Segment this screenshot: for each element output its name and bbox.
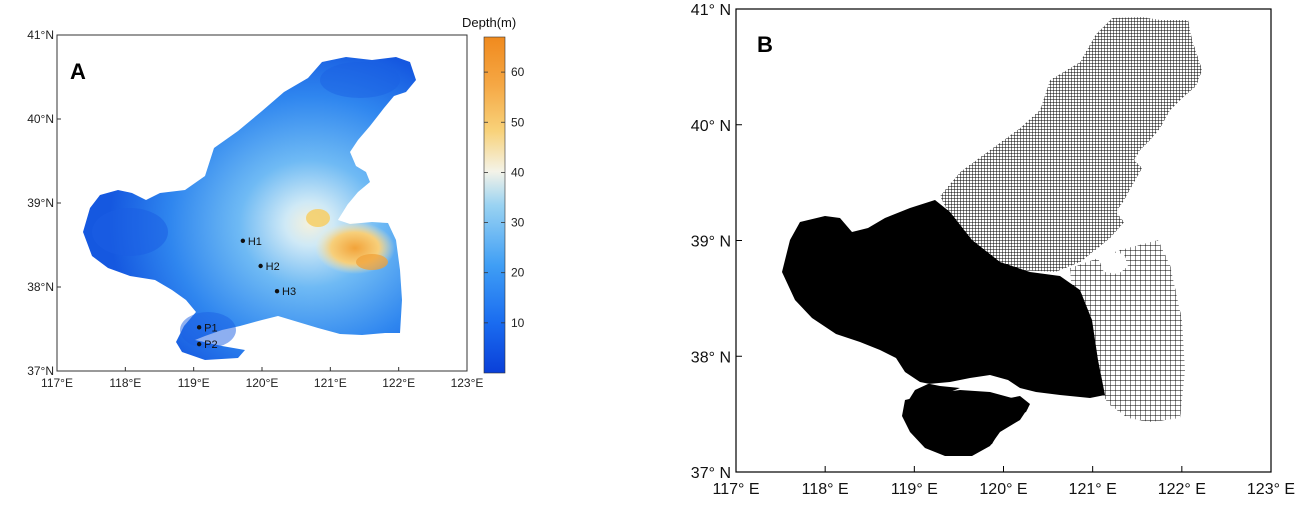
depth-colorbar: Depth(m) 10 20 30 40 50 60 — [462, 15, 525, 374]
panel-b-x-axis: 117° E 118° E 119° E 120° E 121° E 122° E 123°… — [712, 466, 1295, 498]
station-marker — [240, 238, 246, 243]
panel-a-stations: H1 H2 H3 P1 P2 — [196, 236, 296, 351]
x-tick-label: 122° E — [1158, 481, 1206, 498]
panel-a-depth-map — [83, 57, 416, 360]
x-tick-label: 120° E — [979, 481, 1027, 498]
deep-spot-south — [356, 254, 388, 270]
y-tick-label: 37°N — [27, 364, 54, 378]
station-label: H1 — [248, 236, 262, 248]
station-marker — [196, 325, 202, 330]
shallow-bohai-west — [92, 208, 168, 256]
colorbar-tick-label: 60 — [511, 65, 525, 79]
panel-b-mesh — [782, 17, 1202, 456]
y-tick-label: 39°N — [27, 196, 54, 210]
station-label: H2 — [266, 261, 280, 273]
y-tick-label: 39° N — [691, 234, 731, 251]
station-label: H3 — [282, 286, 296, 298]
x-tick-label: 118°E — [109, 376, 141, 390]
y-tick-label: 40°N — [27, 112, 54, 126]
y-tick-label: 38° N — [691, 349, 731, 366]
panel-b-y-axis: 37° N 38° N 39° N 40° N 41° N — [691, 2, 742, 482]
colorbar-tick-label: 30 — [511, 216, 525, 230]
mesh-liaodong-bay — [940, 17, 1202, 272]
panel-a: A 117°E 118°E 119°E 120°E 121°E 122°E 123°E 37… — [27, 15, 524, 390]
x-tick-label: 117°E — [41, 376, 73, 390]
panel-a-x-axis: 117°E 118°E 119°E 120°E 121°E 122°E 123°E — [41, 367, 483, 390]
panel-b-label: B — [757, 32, 773, 57]
x-tick-label: 117° E — [712, 481, 759, 498]
station-label: P1 — [204, 322, 217, 334]
station-marker — [196, 341, 202, 347]
colorbar-tick-label: 10 — [511, 316, 525, 330]
deep-spot-north — [306, 209, 330, 227]
panel-a-y-axis: 37°N 38°N 39°N 40°N 41°N — [27, 28, 61, 378]
x-tick-label: 118° E — [802, 481, 849, 498]
mesh-laizhou-bay — [902, 390, 1028, 456]
liaodong-peninsula — [338, 188, 390, 220]
bay-water-area — [83, 57, 416, 360]
station-marker — [274, 289, 280, 294]
y-tick-label: 38°N — [27, 280, 54, 294]
panel-b: B 117° E 118° E 119° E 120° E 121° E 122° E 12… — [691, 2, 1295, 498]
colorbar-tick-label: 40 — [511, 165, 525, 179]
x-tick-label: 123° E — [1247, 481, 1295, 498]
x-tick-label: 122°E — [382, 376, 415, 390]
x-tick-label: 119°E — [178, 376, 210, 390]
y-tick-label: 37° N — [691, 465, 731, 482]
colorbar-ticks: 10 20 30 40 50 60 — [484, 65, 525, 330]
y-tick-label: 40° N — [691, 118, 731, 135]
x-tick-label: 120°E — [246, 376, 279, 390]
panel-a-label: A — [70, 59, 86, 84]
colorbar-ramp — [483, 36, 506, 374]
y-tick-label: 41° N — [691, 2, 731, 19]
colorbar-title: Depth(m) — [462, 15, 516, 30]
station-label: P2 — [204, 339, 217, 351]
station-marker — [258, 263, 263, 269]
shallow-laizhou — [180, 312, 236, 348]
mesh-island-2 — [1128, 190, 1148, 214]
mesh-dense-region — [782, 200, 1105, 452]
x-tick-label: 121°E — [314, 376, 347, 390]
x-tick-label: 119° E — [891, 481, 938, 498]
mesh-island-1 — [1098, 252, 1128, 274]
x-tick-label: 121° E — [1069, 481, 1117, 498]
y-tick-label: 41°N — [27, 28, 54, 42]
shallow-liaodong-north — [320, 62, 400, 98]
colorbar-tick-label: 20 — [511, 266, 525, 280]
x-tick-label: 123°E — [451, 376, 484, 390]
colorbar-tick-label: 50 — [511, 115, 525, 129]
